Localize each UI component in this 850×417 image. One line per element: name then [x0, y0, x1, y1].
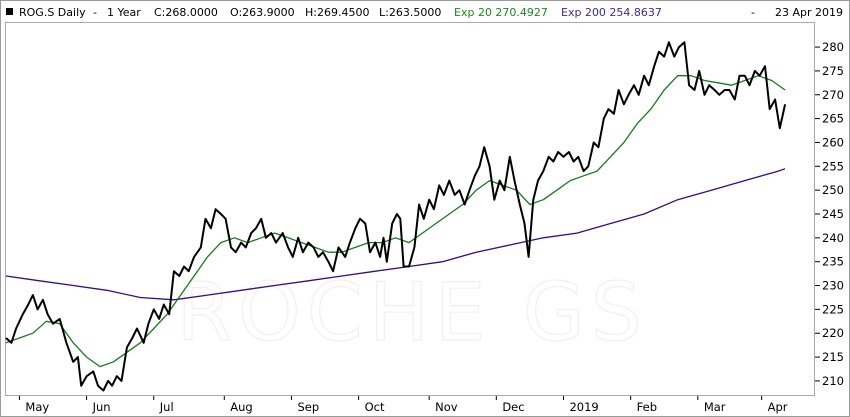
y-tick-label: 235 [822, 255, 844, 269]
open-value: O:263.9000 [230, 6, 295, 19]
y-tick-label: 260 [822, 135, 844, 149]
series-group [5, 41, 787, 392]
y-tick-label: 265 [822, 112, 844, 126]
y-tick-label: 220 [822, 326, 844, 340]
x-tick-label: Oct [365, 400, 385, 414]
close-value: C:268.0000 [154, 6, 218, 19]
y-tick-label: 245 [822, 207, 844, 221]
y-tick-label: 280 [822, 40, 844, 54]
x-tick-label: Aug [230, 400, 252, 414]
y-tick-label: 210 [822, 374, 844, 388]
x-tick-label: May [25, 400, 49, 414]
x-tick-label: Nov [435, 400, 458, 414]
x-axis: May Jun Jul Aug Sep Oct Nov Dec 2019 Feb Mar Apr [18, 396, 788, 414]
y-tick-label: 250 [822, 183, 844, 197]
x-tick-label: Jul [159, 400, 174, 414]
ema20-line [5, 75, 786, 368]
x-tick-label: Sep [297, 400, 319, 414]
y-tick-label: 270 [822, 88, 844, 102]
x-tick-label: Feb [637, 400, 657, 414]
ema20-label: Exp 20 270.4927 [454, 6, 548, 19]
high-value: H:269.4500 [305, 6, 369, 19]
period-label: 1 Year [107, 6, 141, 19]
header-marker-icon [6, 8, 13, 15]
y-axis: 280 275 270 265 260 255 250 245 240 235 230 225 220 2… [815, 40, 844, 388]
symbol-label: ROG.S Daily [19, 6, 86, 19]
y-tick-label: 230 [822, 279, 844, 293]
header-dash: - [93, 6, 97, 19]
ema200-label: Exp 200 254.8637 [561, 6, 662, 19]
x-tick-label: 2019 [569, 400, 598, 414]
y-tick-label: 225 [822, 302, 844, 316]
x-tick-label: Dec [502, 400, 524, 414]
header-dash-2: - [751, 6, 755, 19]
date-label: 23 Apr 2019 [775, 6, 843, 19]
watermark: ROCHE GS [176, 266, 647, 359]
y-tick-label: 255 [822, 159, 844, 173]
chart-header: ROG.S Daily - 1 Year C:268.0000 O:263.90… [6, 6, 843, 19]
x-tick-label: Jun [92, 400, 111, 414]
low-value: L:263.5000 [379, 6, 441, 19]
y-tick-label: 215 [822, 350, 844, 364]
price-line [5, 41, 787, 392]
y-tick-label: 240 [822, 231, 844, 245]
x-tick-label: Mar [704, 400, 726, 414]
x-tick-label: Apr [768, 400, 788, 414]
y-tick-label: 275 [822, 64, 844, 78]
